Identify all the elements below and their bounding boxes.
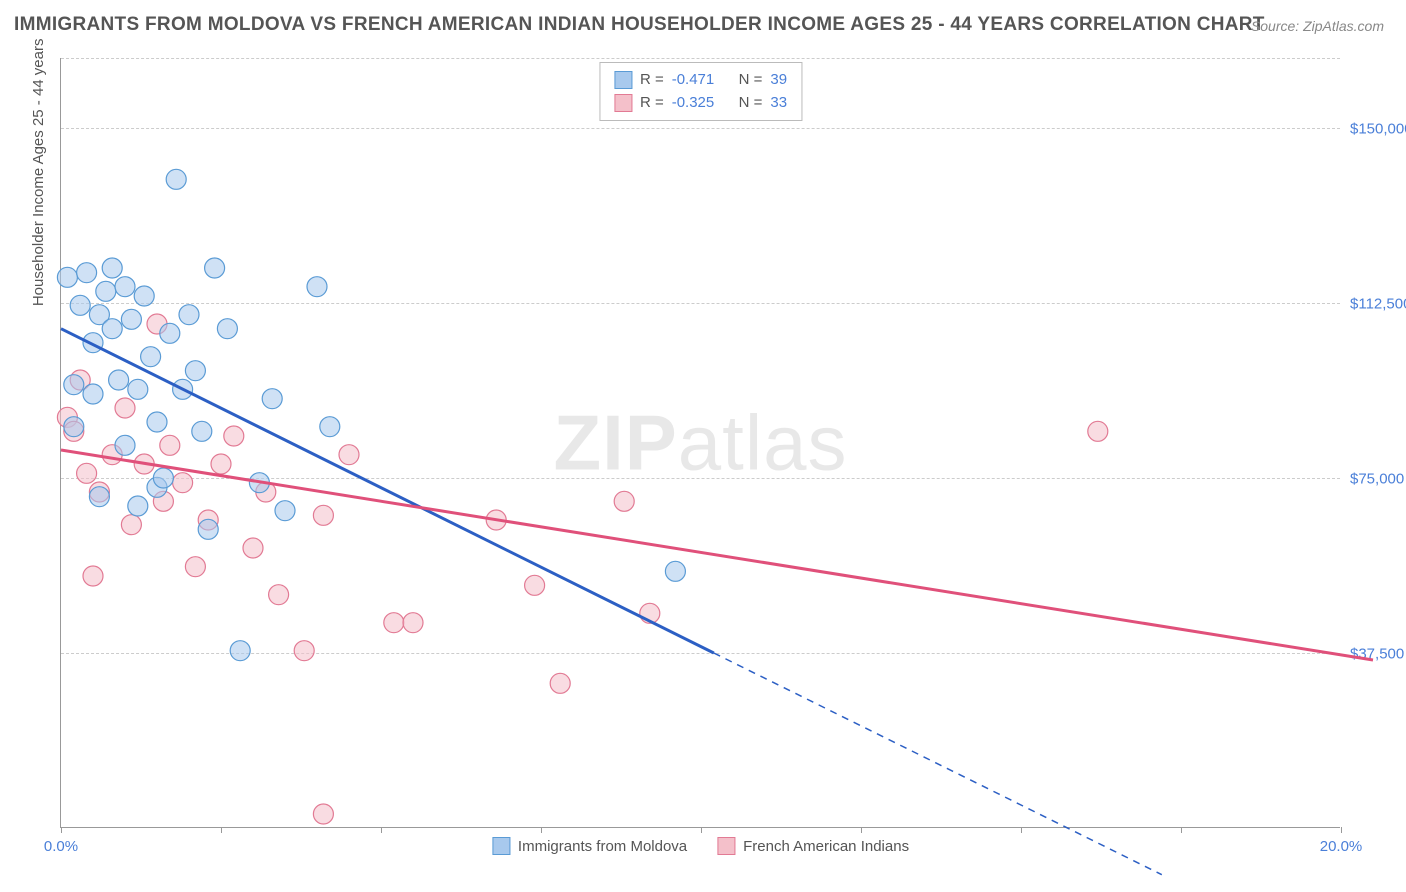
scatter-point xyxy=(64,417,84,437)
swatch-series-a xyxy=(492,837,510,855)
y-axis-label: Householder Income Ages 25 - 44 years xyxy=(30,39,47,307)
scatter-point xyxy=(173,473,193,493)
scatter-point xyxy=(313,804,333,824)
scatter-point xyxy=(230,641,250,661)
scatter-plot-svg xyxy=(61,58,1340,827)
x-tick xyxy=(1021,827,1022,833)
x-tick xyxy=(381,827,382,833)
n-value-a: 39 xyxy=(770,69,787,92)
scatter-point xyxy=(211,454,231,474)
series-legend: Immigrants from Moldova French American … xyxy=(492,837,909,855)
scatter-point xyxy=(269,585,289,605)
x-tick xyxy=(1181,827,1182,833)
scatter-point xyxy=(262,389,282,409)
y-tick-label: $150,000 xyxy=(1350,121,1406,138)
scatter-point xyxy=(115,398,135,418)
scatter-point xyxy=(614,491,634,511)
scatter-point xyxy=(77,263,97,283)
scatter-point xyxy=(77,463,97,483)
scatter-point xyxy=(109,370,129,390)
scatter-point xyxy=(128,379,148,399)
scatter-point xyxy=(217,319,237,339)
scatter-point xyxy=(403,613,423,633)
legend-row-series-b: R = -0.325 N = 33 xyxy=(614,92,787,115)
scatter-point xyxy=(96,281,116,301)
series-a-name: Immigrants from Moldova xyxy=(518,838,687,855)
scatter-point xyxy=(294,641,314,661)
y-tick-label: $112,500 xyxy=(1350,296,1406,313)
x-tick xyxy=(61,827,62,833)
scatter-point xyxy=(224,426,244,446)
legend-item-series-a: Immigrants from Moldova xyxy=(492,837,687,855)
scatter-point xyxy=(134,286,154,306)
legend-item-series-b: French American Indians xyxy=(717,837,909,855)
scatter-point xyxy=(153,468,173,488)
source-attribution: Source: ZipAtlas.com xyxy=(1251,18,1384,34)
scatter-point xyxy=(166,169,186,189)
x-tick xyxy=(541,827,542,833)
x-tick xyxy=(701,827,702,833)
scatter-point xyxy=(192,421,212,441)
r-label: R = xyxy=(640,69,664,92)
scatter-point xyxy=(64,375,84,395)
scatter-point xyxy=(320,417,340,437)
scatter-point xyxy=(102,258,122,278)
n-value-b: 33 xyxy=(770,92,787,115)
scatter-point xyxy=(339,445,359,465)
scatter-point xyxy=(89,487,109,507)
chart-title: IMMIGRANTS FROM MOLDOVA VS FRENCH AMERIC… xyxy=(14,14,1265,36)
scatter-point xyxy=(83,384,103,404)
scatter-point xyxy=(57,267,77,287)
series-b-name: French American Indians xyxy=(743,838,909,855)
scatter-point xyxy=(198,519,218,539)
scatter-point xyxy=(307,277,327,297)
x-tick xyxy=(221,827,222,833)
r-value-a: -0.471 xyxy=(672,69,715,92)
scatter-point xyxy=(185,361,205,381)
scatter-point xyxy=(243,538,263,558)
scatter-point xyxy=(121,309,141,329)
scatter-point xyxy=(83,566,103,586)
scatter-point xyxy=(121,515,141,535)
scatter-point xyxy=(313,505,333,525)
scatter-point xyxy=(185,557,205,577)
y-tick-label: $37,500 xyxy=(1350,646,1406,663)
x-tick xyxy=(1341,827,1342,833)
n-label: N = xyxy=(739,69,763,92)
scatter-point xyxy=(384,613,404,633)
scatter-point xyxy=(70,295,90,315)
chart-plot-area: ZIPatlas $37,500$75,000$112,500$150,000 … xyxy=(60,58,1340,828)
scatter-point xyxy=(525,575,545,595)
n-label: N = xyxy=(739,92,763,115)
scatter-point xyxy=(205,258,225,278)
scatter-point xyxy=(147,412,167,432)
scatter-point xyxy=(550,673,570,693)
scatter-point xyxy=(102,319,122,339)
swatch-series-a xyxy=(614,71,632,89)
x-tick xyxy=(861,827,862,833)
x-tick-label: 20.0% xyxy=(1320,838,1363,855)
scatter-point xyxy=(115,277,135,297)
legend-row-series-a: R = -0.471 N = 39 xyxy=(614,69,787,92)
scatter-point xyxy=(665,561,685,581)
scatter-point xyxy=(1088,421,1108,441)
scatter-point xyxy=(275,501,295,521)
r-value-b: -0.325 xyxy=(672,92,715,115)
correlation-legend: R = -0.471 N = 39 R = -0.325 N = 33 xyxy=(599,62,802,121)
scatter-point xyxy=(115,435,135,455)
scatter-point xyxy=(141,347,161,367)
scatter-point xyxy=(128,496,148,516)
r-label: R = xyxy=(640,92,664,115)
y-tick-label: $75,000 xyxy=(1350,471,1406,488)
swatch-series-b xyxy=(717,837,735,855)
scatter-point xyxy=(179,305,199,325)
scatter-point xyxy=(160,323,180,343)
scatter-point xyxy=(160,435,180,455)
swatch-series-b xyxy=(614,94,632,112)
x-tick-label: 0.0% xyxy=(44,838,78,855)
